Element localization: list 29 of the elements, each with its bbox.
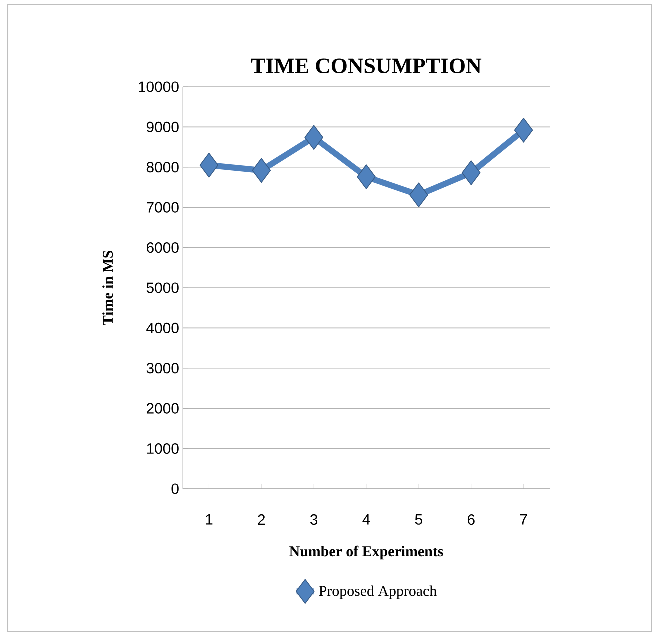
y-tick-label: 10000	[139, 82, 179, 92]
x-tick-label: 3	[310, 514, 318, 526]
y-tick-label: 0	[172, 484, 179, 494]
x-tick-label: 6	[468, 514, 475, 526]
point	[462, 160, 481, 186]
y-tick-label: 8000	[146, 162, 179, 173]
y-tick-label: 3000	[146, 363, 179, 374]
point	[514, 118, 534, 143]
y-tick-label: 1000	[147, 443, 179, 454]
y-tick-label: 5000	[146, 282, 179, 294]
y-tick-label: 6000	[147, 242, 179, 254]
y-tick-label: 7000	[147, 202, 179, 213]
point	[200, 152, 219, 178]
y-axis-title: Time in MS	[102, 250, 114, 326]
y-tick-label: 2000	[146, 403, 179, 414]
x-axis-title: Number of Experiments	[290, 546, 444, 560]
x-tick-label: 2	[258, 514, 266, 525]
point	[304, 125, 324, 150]
legend-label: Proposed Approach	[319, 586, 437, 600]
chart-title: TIME CONSUMPTION	[251, 58, 482, 74]
y-tick-label: 9000	[146, 122, 179, 132]
point	[252, 158, 272, 183]
x-tick-label: 1	[206, 514, 213, 525]
point	[410, 182, 428, 208]
x-tick-label: 5	[415, 514, 422, 525]
x-tick-label: 4	[362, 514, 370, 525]
x-tick-label: 7	[520, 514, 528, 525]
y-tick-label: 4000	[146, 322, 179, 334]
point	[357, 164, 376, 190]
